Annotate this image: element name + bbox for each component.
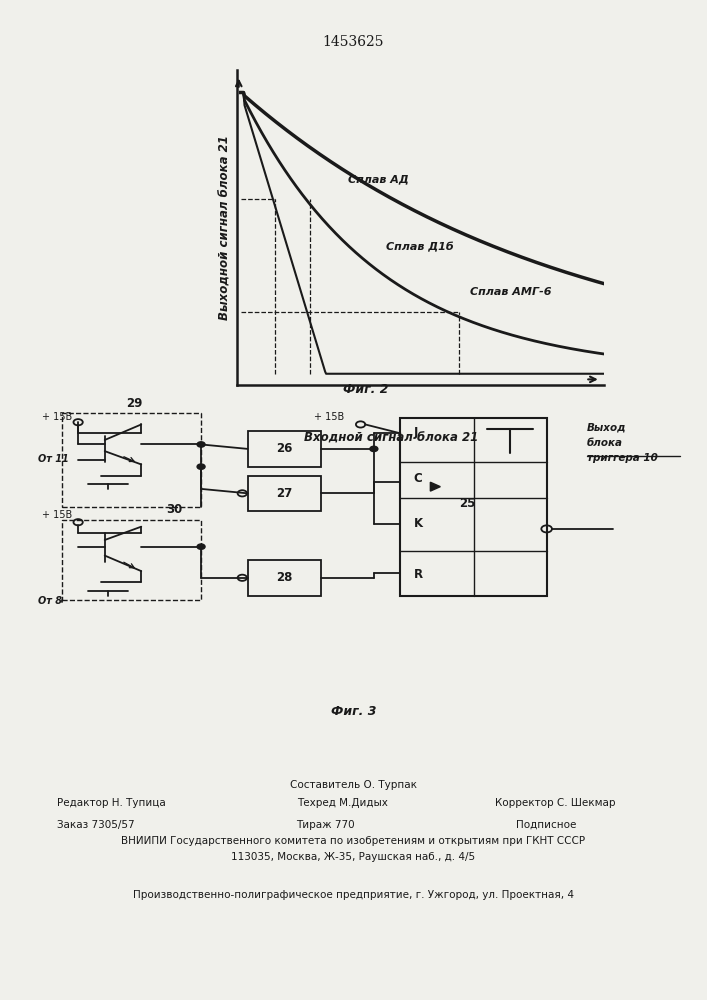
Text: Редактор Н. Тупица: Редактор Н. Тупица bbox=[57, 798, 165, 808]
Text: Фиг. 2: Фиг. 2 bbox=[344, 383, 389, 396]
Text: Составитель О. Турпак: Составитель О. Турпак bbox=[290, 780, 417, 790]
Text: 26: 26 bbox=[276, 442, 292, 455]
Y-axis label: Выходной сигнал блока 21: Выходной сигнал блока 21 bbox=[218, 135, 231, 320]
Text: 27: 27 bbox=[276, 487, 292, 500]
Text: Подписное: Подписное bbox=[516, 820, 576, 830]
Bar bbox=[247, 431, 321, 467]
Text: Производственно-полиграфическое предприятие, г. Ужгород, ул. Проектная, 4: Производственно-полиграфическое предприя… bbox=[133, 890, 574, 900]
Text: Сплав АД: Сплав АД bbox=[348, 174, 409, 184]
Text: + 15В: + 15В bbox=[42, 412, 72, 422]
Text: Сплав АМГ-6: Сплав АМГ-6 bbox=[470, 287, 552, 297]
Circle shape bbox=[197, 464, 205, 469]
Bar bbox=[62, 520, 201, 600]
Text: Тираж 770: Тираж 770 bbox=[296, 820, 354, 830]
Text: От 11: От 11 bbox=[38, 454, 69, 464]
Text: + 15В: + 15В bbox=[314, 412, 344, 422]
Bar bbox=[247, 560, 321, 596]
Text: Корректор С. Шекмар: Корректор С. Шекмар bbox=[495, 798, 615, 808]
Text: Сплав Д1б: Сплав Д1б bbox=[386, 242, 454, 252]
Circle shape bbox=[197, 544, 205, 549]
Text: + 15В: + 15В bbox=[42, 510, 72, 520]
Text: 28: 28 bbox=[276, 571, 292, 584]
Text: K: K bbox=[414, 517, 423, 530]
Circle shape bbox=[370, 446, 378, 452]
Text: Выход: Выход bbox=[587, 422, 626, 432]
Text: C: C bbox=[414, 472, 423, 485]
Text: блока: блока bbox=[587, 438, 623, 448]
Text: 30: 30 bbox=[166, 503, 182, 516]
Text: Заказ 7305/57: Заказ 7305/57 bbox=[57, 820, 134, 830]
Text: Фиг. 3: Фиг. 3 bbox=[331, 705, 376, 718]
Text: R: R bbox=[414, 568, 423, 581]
Text: Техред М.Дидых: Техред М.Дидых bbox=[297, 798, 388, 808]
Text: От 8: От 8 bbox=[38, 596, 62, 606]
Text: Входной сигнал блока 21: Входной сигнал блока 21 bbox=[304, 432, 479, 445]
Text: ВНИИПИ Государственного комитета по изобретениям и открытиям при ГКНТ СССР: ВНИИПИ Государственного комитета по изоб… bbox=[122, 836, 585, 846]
Text: 1453625: 1453625 bbox=[323, 35, 384, 49]
Text: 29: 29 bbox=[127, 397, 143, 410]
Text: 113035, Москва, Ж-35, Раушская наб., д. 4/5: 113035, Москва, Ж-35, Раушская наб., д. … bbox=[231, 852, 476, 862]
Text: 25: 25 bbox=[459, 497, 475, 510]
Bar bbox=[247, 476, 321, 511]
Bar bbox=[400, 418, 547, 596]
Bar bbox=[62, 413, 201, 507]
Polygon shape bbox=[431, 482, 440, 491]
Circle shape bbox=[197, 442, 205, 447]
Text: триггера 10: триггера 10 bbox=[587, 453, 658, 463]
Text: J: J bbox=[414, 426, 418, 439]
